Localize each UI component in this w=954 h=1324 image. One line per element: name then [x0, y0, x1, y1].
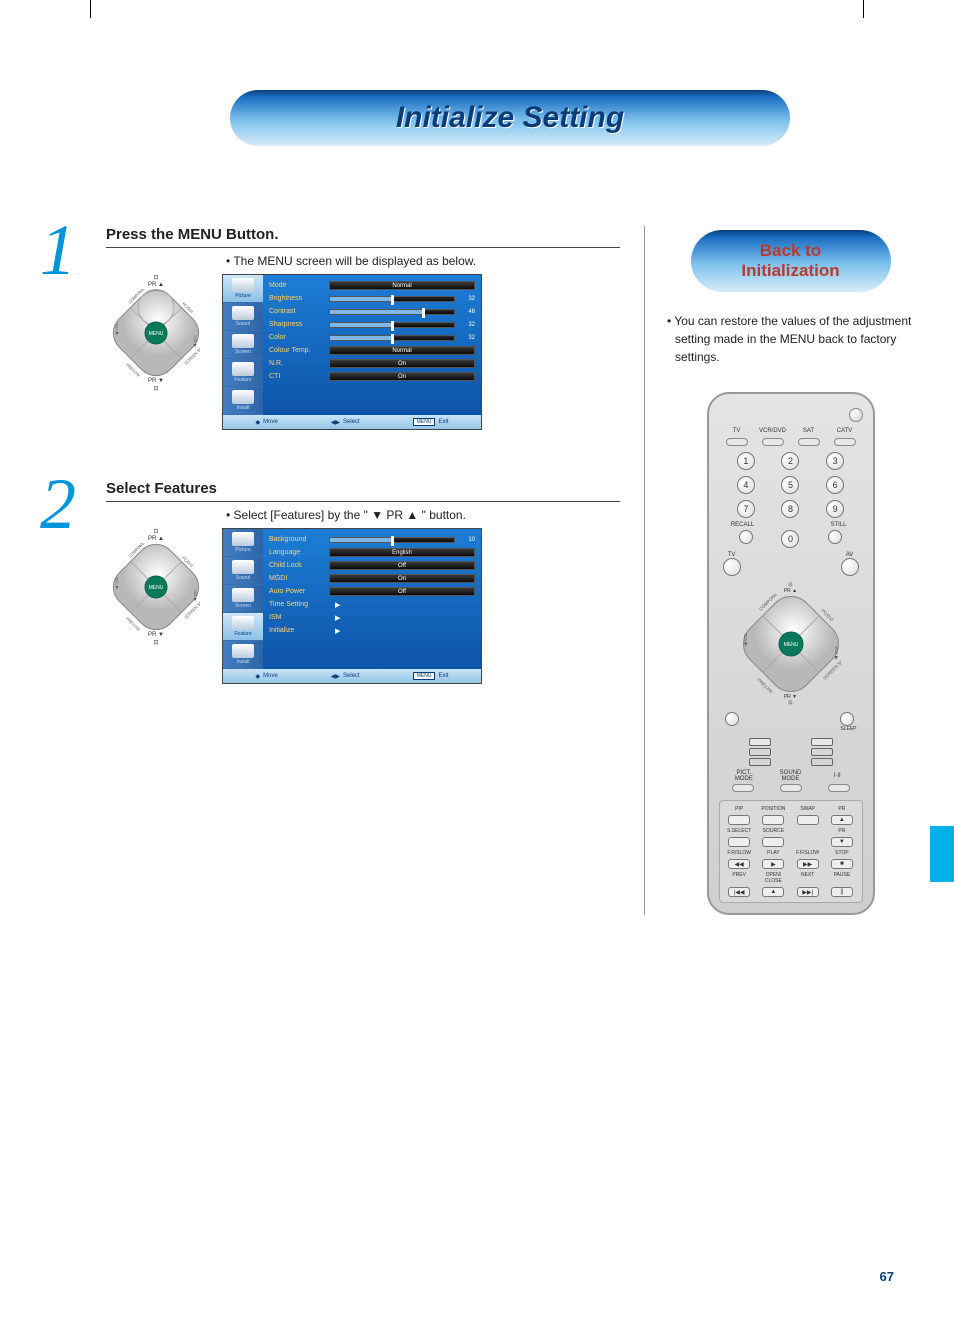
menu-item: Color32 — [269, 331, 475, 344]
menu-screenshot-features: PictureSoundScreenFeatureInstall Backgro… — [222, 528, 482, 684]
instructions-column: 1 Press the MENU Button. • The MENU scre… — [40, 226, 620, 915]
menu-tab: Sound — [223, 557, 263, 585]
menu-item: Background10 — [269, 533, 475, 546]
remote-bottom-panel: PIPPOSITIONSWAPPR ▲ S.SELECTSOURCEPR ▼ F… — [719, 800, 863, 903]
menu-item: Initialize▶ — [269, 624, 475, 637]
menu-tab: Screen — [223, 585, 263, 613]
menu-item: Auto PowerOff — [269, 585, 475, 598]
svg-text:◀ VOL: ◀ VOL — [743, 632, 748, 646]
dpad-control-illustration: ⊡ PR ▲ MENU COMPONENT — [106, 528, 206, 646]
menu-footer: ◆Move ◀▶Select MENUExit — [223, 415, 481, 429]
sidebar-desc: • You can restore the values of the adju… — [667, 312, 914, 366]
step-2: 2 Select Features • Select [Features] by… — [40, 480, 620, 684]
svg-text:◀ VOL: ◀ VOL — [114, 322, 119, 335]
menu-content: ModeNormalBrightness32Contrast48Sharpnes… — [263, 275, 481, 415]
svg-text:VOL ▶: VOL ▶ — [193, 335, 198, 348]
remote-control-illustration: TVVCR/DVDSATCATV 123 456 789 RECALLSTILL… — [707, 392, 875, 915]
step-number: 1 — [40, 222, 100, 430]
svg-text:VOL ▶: VOL ▶ — [193, 589, 198, 602]
sidebar-title-line1: Back to — [760, 241, 821, 260]
menu-item: Contrast48 — [269, 305, 475, 318]
mute-button-icon — [725, 712, 739, 726]
page: Initialize Setting 1 Press the MENU Butt… — [0, 0, 954, 1324]
menu-tab: Sound — [223, 303, 263, 331]
number-pad: 123 456 789 — [731, 452, 851, 518]
menu-item: LanguageEnglish — [269, 546, 475, 559]
menu-tabs: PictureSoundScreenFeatureInstall — [223, 529, 263, 669]
dpad-control-illustration: ⊡ PR ▲ — [106, 274, 206, 392]
menu-tab: Feature — [223, 613, 263, 641]
page-title-pill: Initialize Setting — [230, 90, 790, 146]
remote-dpad: ⊡ PR ▲ MENU COMPONENT PC/DVI PREV.PR — [719, 582, 863, 706]
menu-footer: ◆Move ◀▶Select MENUExit — [223, 669, 481, 683]
menu-tab: Feature — [223, 359, 263, 387]
page-title: Initialize Setting — [396, 101, 624, 135]
menu-tab: Screen — [223, 331, 263, 359]
source-labels: TVVCR/DVDSATCATV — [719, 428, 863, 434]
menu-tab: Picture — [223, 529, 263, 557]
crop-mark — [863, 0, 864, 18]
menu-item: ModeNormal — [269, 279, 475, 292]
step-number: 2 — [40, 476, 100, 684]
menu-tab: Install — [223, 641, 263, 669]
menu-tabs: PictureSoundScreenFeatureInstall — [223, 275, 263, 415]
menu-screenshot-picture: PictureSoundScreenFeatureInstall ModeNor… — [222, 274, 482, 430]
step-1: 1 Press the MENU Button. • The MENU scre… — [40, 226, 620, 430]
step-title: Select Features — [106, 480, 620, 502]
menu-item: N.R.On — [269, 357, 475, 370]
sidebar-title-line2: Initialization — [741, 261, 839, 280]
menu-content: Background10LanguageEnglishChild LockOff… — [263, 529, 481, 669]
svg-text:◀ VOL: ◀ VOL — [114, 576, 119, 589]
power-button-icon — [849, 408, 863, 422]
step-title: Press the MENU Button. — [106, 226, 620, 248]
menu-item: Time Setting▶ — [269, 598, 475, 611]
step-desc: • Select [Features] by the " ▼ PR ▲ " bu… — [226, 508, 620, 522]
svg-text:MENU: MENU — [149, 585, 164, 591]
svg-text:MENU: MENU — [783, 642, 798, 648]
svg-text:MENU: MENU — [149, 331, 164, 337]
menu-item: CTIOn — [269, 370, 475, 383]
crop-mark — [90, 0, 91, 18]
menu-item: Child LockOff — [269, 559, 475, 572]
sidebar-title-pill: Back toInitialization — [691, 230, 891, 292]
menu-item: Colour Temp.Normal — [269, 344, 475, 357]
page-number: 67 — [880, 1269, 894, 1284]
step-desc: • The MENU screen will be displayed as b… — [226, 254, 620, 268]
menu-item: ISM▶ — [269, 611, 475, 624]
section-edge-tab — [930, 826, 954, 882]
menu-item: MGDIOn — [269, 572, 475, 585]
sidebar-column: Back toInitialization • You can restore … — [644, 226, 914, 915]
svg-text:VOL ▶: VOL ▶ — [834, 646, 839, 660]
menu-tab: Install — [223, 387, 263, 415]
menu-item: Brightness32 — [269, 292, 475, 305]
menu-tab: Picture — [223, 275, 263, 303]
menu-item: Sharpness32 — [269, 318, 475, 331]
